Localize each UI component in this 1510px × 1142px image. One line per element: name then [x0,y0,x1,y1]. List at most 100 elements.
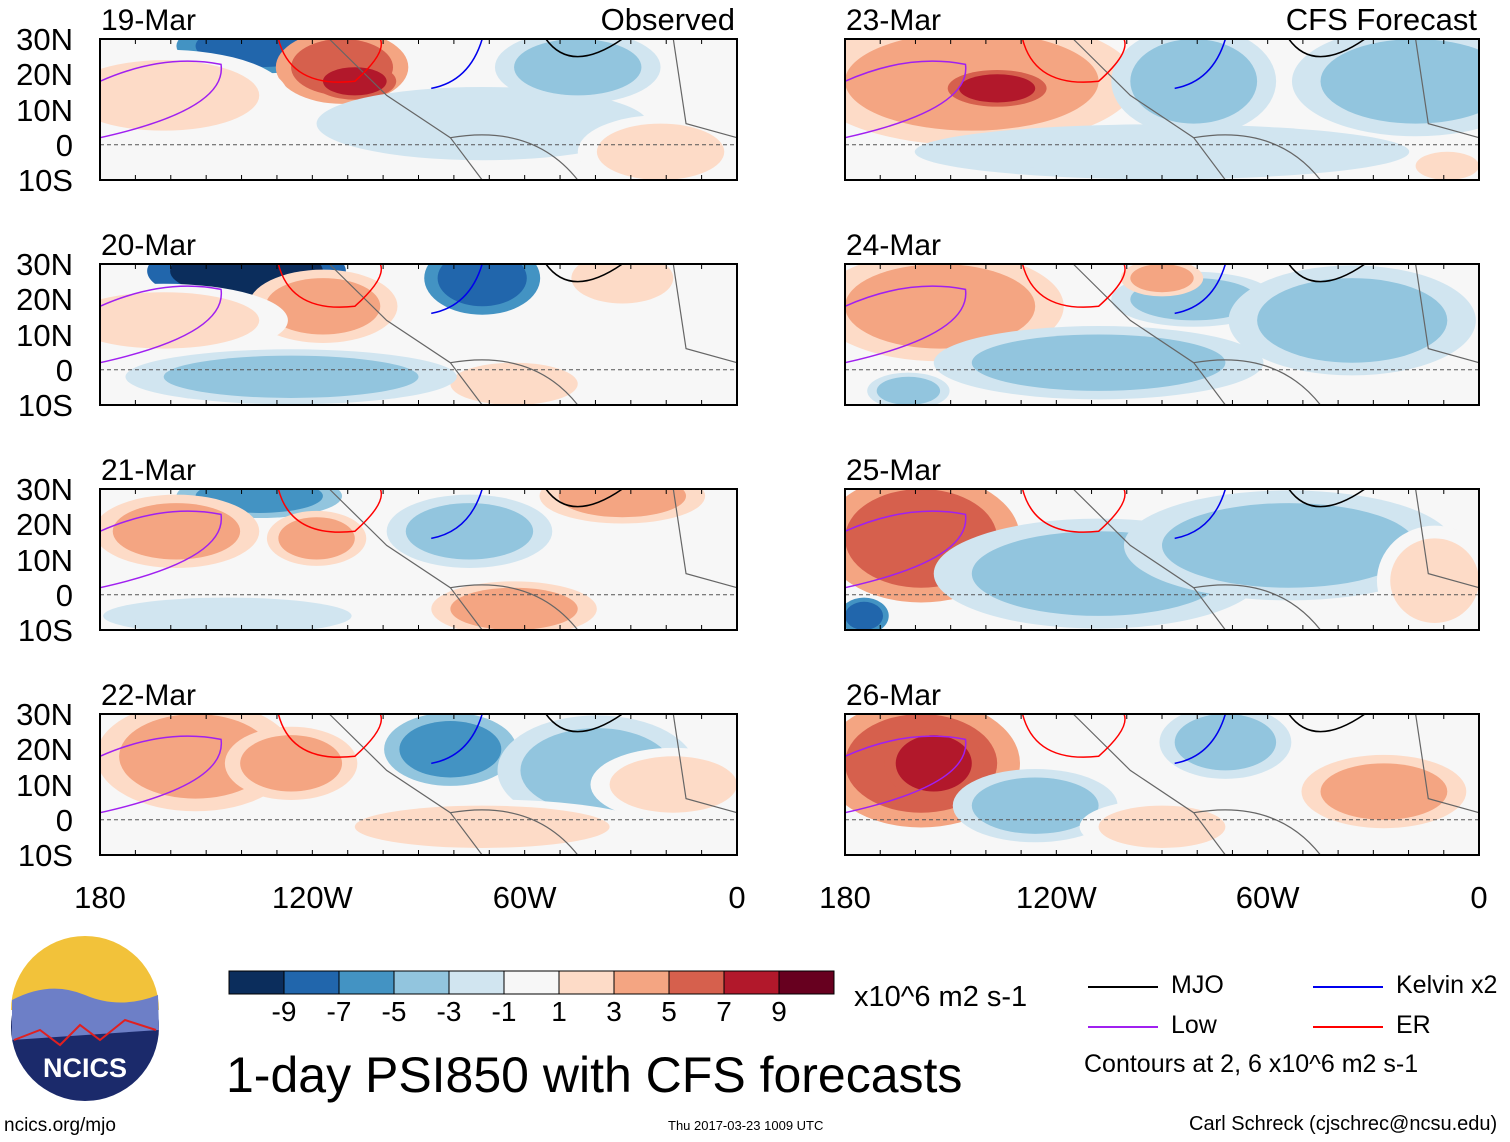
panel-date: 24-Mar [846,229,942,262]
kelvin-contour [431,488,483,540]
lat-tick-label: 20N [16,507,73,543]
colorbar-swatch [448,970,505,995]
mjo-contour [545,38,623,58]
lat-tick-label: 0 [55,802,73,838]
anomaly-region [405,503,534,560]
lat-tick-label: 30N [16,472,73,507]
lat-tick-label: 20N [16,282,73,318]
anomaly-region [895,735,972,792]
lat-tick-label: 10N [16,767,73,803]
er-contour [1021,263,1126,308]
colorbar-label: -1 [491,996,517,1027]
colorbar-swatch [613,970,670,995]
column-header: CFS Forecast [1285,2,1477,37]
kelvin-contour [431,263,483,315]
lat-tick-label: 20N [16,57,73,93]
lat-tick-label: 10S [17,388,73,423]
anomaly-region [399,721,502,778]
lon-tick-label: 120W [271,880,353,915]
lon-tick-label: 60W [492,880,557,915]
er-contour [277,38,383,83]
mjo-contour [1288,713,1366,733]
lat-tick-label: 30N [16,22,73,57]
coastline [1072,488,1480,631]
panel-date: 20-Mar [101,229,197,262]
coastline [328,488,738,631]
colorbar-units: x10^6 m2 s-1 [854,981,1028,1013]
lon-tick-label: 0 [1470,880,1488,915]
kelvin-contour [1174,38,1227,90]
anomaly-region [437,264,527,307]
lon-tick-label: 0 [728,880,746,915]
er-contour [277,713,383,758]
anomaly-region [1257,278,1448,363]
anomaly-region [163,355,419,398]
contour-note: Contours at 2, 6 x10^6 m2 s-1 [1084,1050,1419,1078]
panel-date: 26-Mar [846,679,942,712]
mjo-contour [1288,488,1366,508]
lat-tick-label: 10S [17,613,73,648]
low-contour [99,510,222,589]
lon-tick-label: 120W [1015,880,1097,915]
panel-date: 23-Mar [846,4,942,37]
anomaly-region [100,292,260,349]
colorbar-label: 3 [606,996,622,1027]
lat-tick-label: 0 [55,127,73,163]
colorbar-label: 5 [661,996,677,1027]
colorbar-label: -3 [436,996,462,1027]
lat-tick-label: 30N [16,247,73,282]
author-credit: Carl Schreck (cjschrec@ncsu.edu) [1189,1113,1498,1135]
lat-tick-label: 20N [16,732,73,768]
legend-label: MJO [1171,971,1224,999]
panel-date: 22-Mar [101,679,197,712]
kelvin-contour [1174,713,1227,765]
coastline [328,38,738,181]
er-contour [1021,38,1126,83]
anomaly-region [609,756,737,813]
colorbar-label: 7 [716,996,732,1027]
anomaly-region [131,601,323,630]
anomaly-region [971,130,1353,173]
anomaly-region [959,74,1036,103]
column-header: Observed [600,2,735,37]
panel-date: 21-Mar [101,454,197,487]
lat-tick-label: 10N [16,317,73,353]
coastline [1072,263,1480,406]
timestamp: Thu 2017-03-23 1009 UTC [668,1118,824,1133]
colorbar-swatch [503,970,560,995]
er-contour [1021,713,1126,758]
anomaly-region [1390,538,1479,623]
mjo-contour [545,263,623,283]
anomaly-region [845,264,1036,349]
coastline [1072,38,1480,181]
anomaly-region [1320,39,1479,124]
colorbar-label: -7 [326,996,352,1027]
anomaly-region [558,489,687,518]
anomaly-region [514,39,642,96]
anomaly-region [240,735,343,792]
anomaly-region [1174,714,1277,771]
colorbar-swatch [228,970,285,995]
anomaly-region [278,517,355,560]
logo-mountains [12,988,159,1040]
anomaly-region [354,805,610,848]
colorbar-swatch [558,970,615,995]
low-contour [99,735,222,814]
anomaly-region [354,95,610,152]
kelvin-contour [1174,488,1227,540]
colorbar-label: -9 [271,996,297,1027]
lat-tick-label: 10S [17,838,73,873]
lat-tick-label: 0 [55,577,73,613]
anomaly-region [971,334,1226,391]
anomaly-region [596,123,725,180]
colorbar-swatch [338,970,395,995]
colorbar-label: -5 [381,996,407,1027]
low-contour [99,60,222,139]
low-contour [844,510,967,589]
colorbar-swatch [283,970,340,995]
anomaly-region [1320,763,1448,820]
lon-tick-label: 180 [819,880,871,915]
lon-tick-label: 60W [1235,880,1300,915]
